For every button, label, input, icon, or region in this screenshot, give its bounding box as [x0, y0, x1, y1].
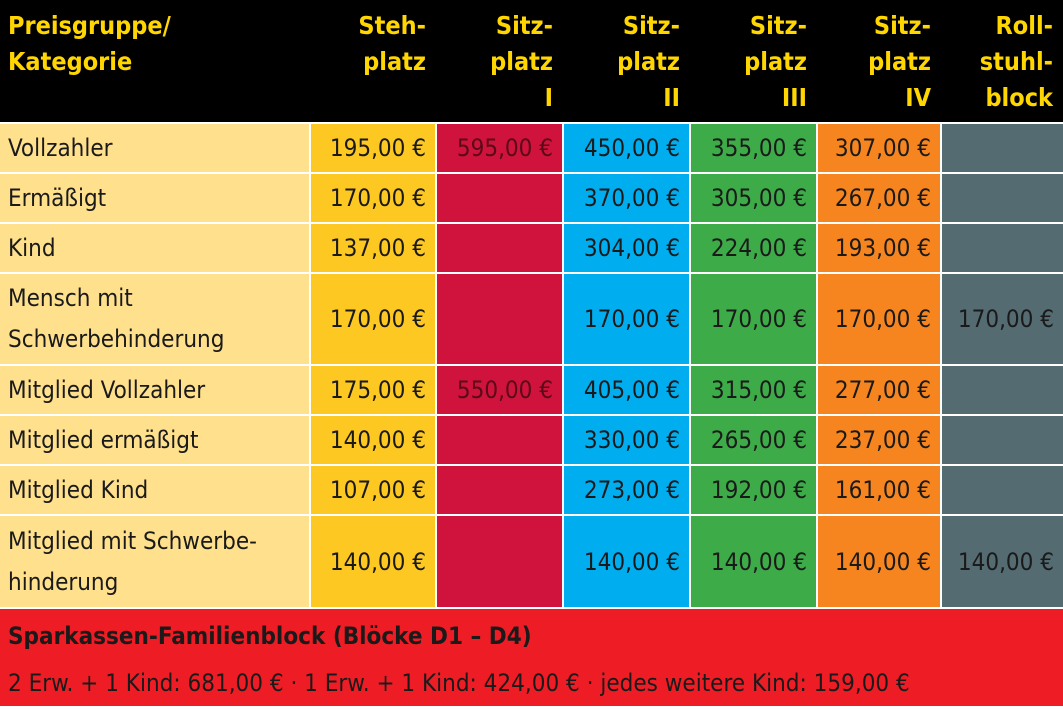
table-row-ermaessigt: Ermäßigt 170,00 € 370,00 € 305,00 € 267,… — [0, 172, 1063, 223]
price-stehplatz: 140,00 € — [309, 414, 436, 465]
price-stehplatz: 137,00 € — [309, 222, 436, 273]
price-stehplatz: 195,00 € — [309, 122, 436, 173]
footer-title: Sparkassen-Familienblock (Blöcke D1 – D4… — [8, 622, 532, 650]
price-stehplatz: 107,00 € — [309, 464, 436, 515]
price-stehplatz: 170,00 € — [309, 172, 436, 223]
price-sitzplatz-1 — [435, 464, 563, 515]
header-category: Preisgruppe/ Kategorie — [0, 0, 310, 123]
table-row-mitglied-mit-schwerbehinderung: Mitglied mit Schwerbe- hinderung 140,00 … — [0, 514, 1063, 607]
price-sitzplatz-3: 224,00 € — [689, 222, 817, 273]
price-sitzplatz-2: 170,00 € — [562, 272, 690, 365]
familienblock-footer: Sparkassen-Familienblock (Blöcke D1 – D4… — [0, 607, 1063, 706]
row-label: Mitglied Vollzahler — [0, 364, 310, 415]
price-sitzplatz-2: 450,00 € — [562, 122, 690, 173]
header-rollstuhlblock: Roll- stuhl- block — [941, 0, 1063, 123]
price-sitzplatz-3: 140,00 € — [689, 514, 817, 607]
price-rollstuhlblock — [940, 122, 1063, 173]
table-row-mensch-mit-schwerbehinderung: Mensch mit Schwerbehinderung 170,00 € 17… — [0, 272, 1063, 365]
price-stehplatz: 140,00 € — [309, 514, 436, 607]
price-rollstuhlblock — [940, 464, 1063, 515]
header-stehplatz: Steh- platz — [310, 0, 436, 123]
price-rollstuhlblock — [940, 414, 1063, 465]
price-sitzplatz-3: 192,00 € — [689, 464, 817, 515]
footer-text: 2 Erw. + 1 Kind: 681,00 € · 1 Erw. + 1 K… — [8, 669, 910, 697]
price-sitzplatz-3: 315,00 € — [689, 364, 817, 415]
price-sitzplatz-4: 277,00 € — [816, 364, 941, 415]
price-sitzplatz-3: 170,00 € — [689, 272, 817, 365]
row-label: Mitglied mit Schwerbe- hinderung — [0, 514, 310, 607]
header-sitzplatz-1: Sitz- platz I — [436, 0, 563, 123]
table-row-mitglied-kind: Mitglied Kind 107,00 € 273,00 € 192,00 €… — [0, 464, 1063, 515]
price-sitzplatz-1 — [435, 272, 563, 365]
price-rollstuhlblock — [940, 222, 1063, 273]
price-sitzplatz-4: 193,00 € — [816, 222, 941, 273]
price-sitzplatz-1: 595,00 € — [435, 122, 563, 173]
table-row-mitglied-ermaessigt: Mitglied ermäßigt 140,00 € 330,00 € 265,… — [0, 414, 1063, 465]
price-sitzplatz-3: 355,00 € — [689, 122, 817, 173]
header-sitzplatz-4: Sitz- platz IV — [817, 0, 941, 123]
price-sitzplatz-1 — [435, 172, 563, 223]
price-sitzplatz-2: 405,00 € — [562, 364, 690, 415]
price-rollstuhlblock: 140,00 € — [940, 514, 1063, 607]
price-sitzplatz-4: 140,00 € — [816, 514, 941, 607]
price-sitzplatz-4: 307,00 € — [816, 122, 941, 173]
price-sitzplatz-1 — [435, 222, 563, 273]
row-label: Kind — [0, 222, 310, 273]
price-sitzplatz-4: 170,00 € — [816, 272, 941, 365]
row-label: Vollzahler — [0, 122, 310, 173]
price-stehplatz: 170,00 € — [309, 272, 436, 365]
price-sitzplatz-2: 304,00 € — [562, 222, 690, 273]
price-sitzplatz-3: 305,00 € — [689, 172, 817, 223]
table-row-mitglied-vollzahler: Mitglied Vollzahler 175,00 € 550,00 € 40… — [0, 364, 1063, 415]
price-sitzplatz-1 — [435, 514, 563, 607]
price-sitzplatz-1: 550,00 € — [435, 364, 563, 415]
table-row-vollzahler: Vollzahler 195,00 € 595,00 € 450,00 € 35… — [0, 122, 1063, 173]
header-sitzplatz-3: Sitz- platz III — [690, 0, 817, 123]
price-sitzplatz-4: 161,00 € — [816, 464, 941, 515]
price-sitzplatz-4: 237,00 € — [816, 414, 941, 465]
price-sitzplatz-2: 140,00 € — [562, 514, 690, 607]
price-rollstuhlblock — [940, 172, 1063, 223]
price-rollstuhlblock: 170,00 € — [940, 272, 1063, 365]
price-sitzplatz-3: 265,00 € — [689, 414, 817, 465]
price-rollstuhlblock — [940, 364, 1063, 415]
price-sitzplatz-2: 370,00 € — [562, 172, 690, 223]
price-sitzplatz-2: 330,00 € — [562, 414, 690, 465]
table-row-kind: Kind 137,00 € 304,00 € 224,00 € 193,00 € — [0, 222, 1063, 273]
row-label: Mitglied ermäßigt — [0, 414, 310, 465]
price-sitzplatz-1 — [435, 414, 563, 465]
row-label: Mitglied Kind — [0, 464, 310, 515]
header-sitzplatz-2: Sitz- platz II — [563, 0, 690, 123]
price-sitzplatz-2: 273,00 € — [562, 464, 690, 515]
price-sitzplatz-4: 267,00 € — [816, 172, 941, 223]
price-table: Preisgruppe/ Kategorie Steh- platz Sitz-… — [0, 0, 1063, 607]
row-label: Mensch mit Schwerbehinderung — [0, 272, 310, 365]
header-row: Preisgruppe/ Kategorie Steh- platz Sitz-… — [0, 0, 1063, 123]
price-stehplatz: 175,00 € — [309, 364, 436, 415]
row-label: Ermäßigt — [0, 172, 310, 223]
